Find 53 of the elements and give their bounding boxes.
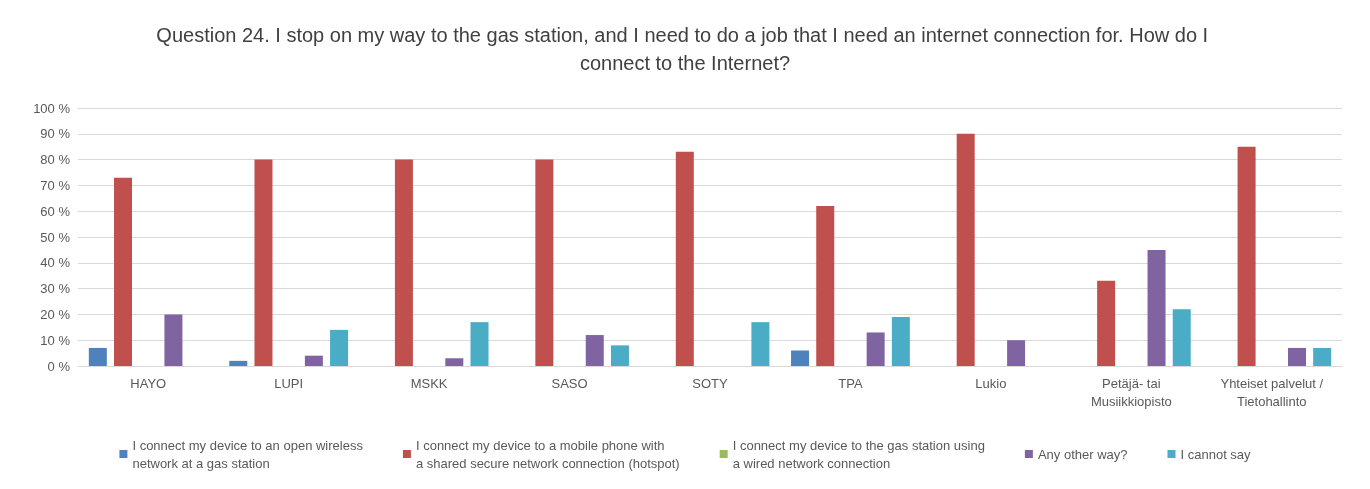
x-tick-label: HAYO — [130, 375, 167, 391]
bar — [304, 355, 323, 366]
legend-label: I connect my device to an open wireless network at a gas station — [132, 437, 364, 471]
bar — [751, 322, 770, 366]
bar — [88, 347, 107, 366]
legend-label: I cannot say — [1180, 446, 1252, 462]
bar — [470, 322, 489, 366]
bar — [164, 314, 183, 366]
bar — [114, 177, 133, 366]
bar — [866, 332, 885, 366]
bar — [330, 329, 349, 366]
bar — [1147, 249, 1166, 366]
y-tick-label: 10 % — [40, 332, 71, 348]
bar — [610, 345, 629, 366]
x-tick-label: SASO — [551, 375, 588, 391]
bar — [891, 316, 910, 366]
bar — [1172, 309, 1191, 366]
y-tick-label: 60 % — [40, 203, 71, 219]
y-tick-label: 0 % — [47, 358, 71, 374]
y-tick-label: 20 % — [40, 306, 71, 322]
bar — [229, 360, 248, 366]
x-tick-label: Yhteiset palvelut / Tietohallinto — [1220, 375, 1324, 409]
bar — [1097, 280, 1116, 366]
x-tick-label: Petäjä- tai Musiikkiopisto — [1090, 375, 1172, 409]
bar — [1287, 347, 1306, 366]
y-tick-label: 70 % — [40, 177, 71, 193]
bar — [956, 133, 975, 366]
bar — [1237, 146, 1256, 366]
x-tick-label: MSKK — [410, 375, 448, 391]
chart-title: Question 24. I stop on my way to the gas station, and I need to do a job that I need an internet connection for. How do I connect to the Internet? — [156, 24, 1214, 74]
y-tick-label: 40 % — [40, 255, 71, 271]
y-tick-label: 30 % — [40, 281, 71, 297]
y-tick-label: 50 % — [40, 229, 71, 245]
x-tick-label: SOTY — [692, 375, 729, 391]
bar — [535, 159, 554, 366]
x-tick-label: LUPI — [274, 375, 304, 391]
y-tick-label: 90 % — [40, 126, 71, 142]
legend-label: I connect my device to the gas station using a wired network connection — [732, 437, 985, 471]
bar — [1313, 347, 1332, 366]
bar — [816, 206, 835, 366]
x-tick-label: TPA — [838, 375, 863, 391]
bar — [791, 350, 810, 366]
y-tick-label: 100 % — [33, 100, 71, 116]
bar — [585, 335, 604, 366]
bar — [394, 159, 413, 366]
legend-label: I connect my device to a mobile phone with a shared secure network connection (hotspot) — [415, 437, 680, 471]
bar — [254, 159, 273, 366]
y-tick-label: 80 % — [40, 152, 71, 168]
bar — [1007, 340, 1026, 366]
legend-label: Any other way? — [1037, 446, 1128, 462]
bar — [675, 151, 694, 366]
bar — [445, 358, 464, 366]
x-tick-label: Lukio — [975, 375, 1007, 391]
